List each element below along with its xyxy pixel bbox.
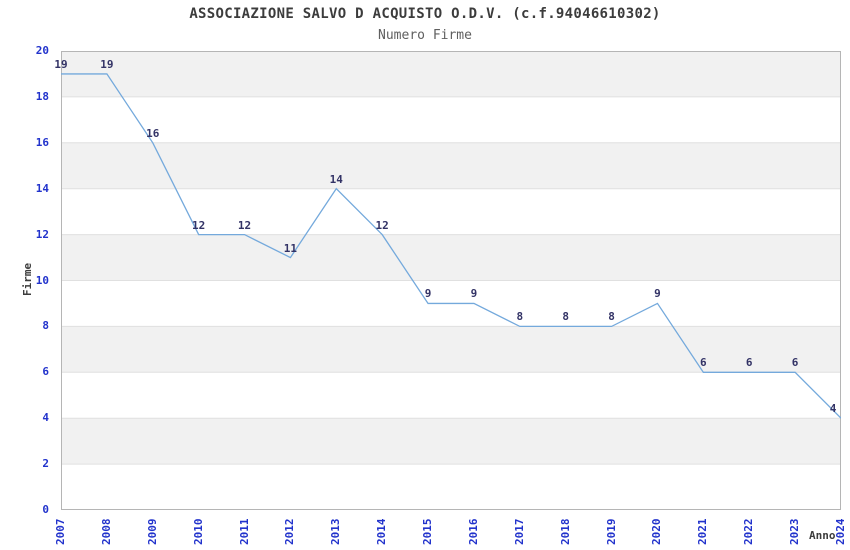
plot-band bbox=[61, 188, 841, 235]
y-tick-label: 16 bbox=[35, 135, 49, 149]
y-tick-label: 2 bbox=[42, 457, 49, 471]
chart-subtitle: Numero Firme bbox=[378, 28, 472, 43]
x-tick-label: 2017 bbox=[512, 518, 526, 546]
data-point-label: 6 bbox=[745, 356, 753, 370]
x-tick-label: 2008 bbox=[99, 518, 113, 546]
y-tick-label: 20 bbox=[35, 44, 49, 57]
y-tick-label: 8 bbox=[42, 319, 49, 333]
x-tick-label: 2023 bbox=[788, 518, 802, 546]
data-point-label: 8 bbox=[608, 310, 615, 324]
y-tick-label: 6 bbox=[42, 365, 49, 379]
x-tick-label: 2012 bbox=[283, 518, 297, 546]
x-tick-label: 2007 bbox=[54, 518, 67, 546]
data-point-label: 6 bbox=[700, 356, 707, 370]
plot-band bbox=[61, 372, 841, 419]
y-tick-label: 14 bbox=[35, 181, 49, 195]
plot-band bbox=[61, 464, 841, 510]
data-point-label: 14 bbox=[329, 172, 343, 186]
y-tick-label: 18 bbox=[35, 89, 49, 103]
x-tick-label: 2018 bbox=[558, 518, 572, 546]
x-tick-label: 2019 bbox=[604, 518, 618, 546]
x-tick-label: 2011 bbox=[237, 518, 251, 546]
plot-area bbox=[61, 51, 841, 510]
data-point-label: 8 bbox=[516, 310, 524, 324]
x-tick-label: 2021 bbox=[696, 518, 710, 546]
x-tick-label: 2009 bbox=[145, 518, 159, 546]
plot-band bbox=[61, 96, 841, 143]
chart-title: ASSOCIAZIONE SALVO D ACQUISTO O.D.V. (c.… bbox=[189, 6, 661, 22]
x-tick-label: 2022 bbox=[742, 518, 756, 546]
x-tick-label: 2015 bbox=[421, 518, 435, 546]
data-point-label: 12 bbox=[237, 218, 252, 232]
x-tick-label: 2016 bbox=[466, 518, 480, 546]
plot-band bbox=[61, 418, 841, 465]
plot-band bbox=[61, 51, 841, 97]
x-tick-label: 2020 bbox=[650, 518, 664, 546]
data-point-label: 16 bbox=[146, 126, 160, 140]
x-tick-label: 2024 bbox=[834, 518, 847, 546]
plot-band bbox=[61, 142, 841, 189]
line-chart-svg bbox=[61, 51, 841, 510]
data-point-label: 19 bbox=[54, 57, 68, 71]
data-point-label: 8 bbox=[562, 310, 570, 324]
data-point-label: 4 bbox=[829, 402, 837, 416]
plot-border bbox=[61, 51, 841, 510]
x-axis-title: Anno bbox=[809, 529, 836, 542]
data-point-label: 6 bbox=[791, 356, 799, 370]
x-tick-label: 2010 bbox=[191, 518, 205, 546]
data-point-label: 12 bbox=[375, 218, 389, 232]
y-tick-label: 12 bbox=[35, 227, 49, 241]
data-point-label: 19 bbox=[100, 57, 114, 71]
plot-band bbox=[61, 326, 841, 373]
data-point-label: 11 bbox=[283, 241, 298, 255]
y-tick-label: 4 bbox=[42, 411, 49, 425]
plot-band bbox=[61, 234, 841, 281]
data-point-label: 9 bbox=[470, 287, 478, 301]
y-tick-label: 10 bbox=[35, 273, 49, 287]
x-tick-label: 2013 bbox=[329, 518, 343, 546]
data-point-label: 9 bbox=[424, 287, 432, 301]
data-point-label: 9 bbox=[654, 287, 661, 301]
x-tick-label: 2014 bbox=[375, 518, 389, 546]
y-tick-label: 0 bbox=[42, 503, 49, 516]
data-line-series bbox=[61, 73, 841, 419]
data-point-label: 12 bbox=[192, 218, 206, 232]
